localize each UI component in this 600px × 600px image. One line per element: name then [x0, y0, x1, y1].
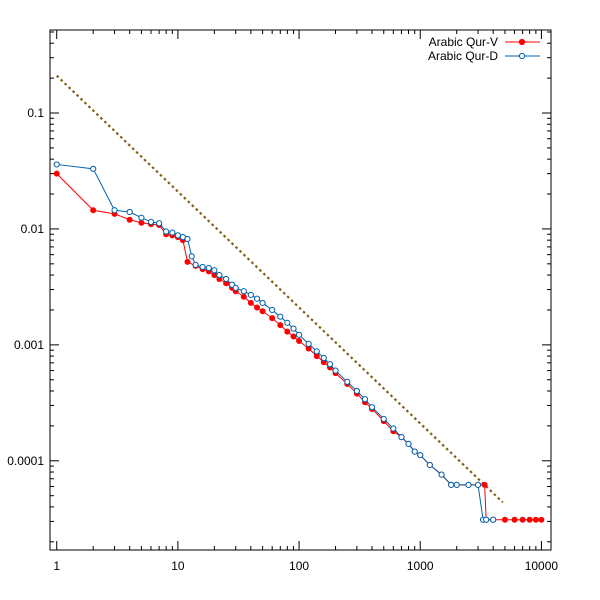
data-point: [205, 264, 212, 272]
data-point: [138, 214, 145, 221]
data-point: [277, 322, 284, 329]
series-qur-d: [53, 161, 497, 523]
data-point: [313, 348, 320, 355]
data-point: [259, 299, 266, 307]
data-point: [526, 516, 533, 523]
plot-frame: [49, 29, 552, 551]
data-point: [426, 461, 433, 469]
data-point: [174, 232, 181, 239]
y-tick-label: 0.001: [14, 338, 44, 352]
data-point: [511, 516, 518, 523]
data-point: [192, 261, 199, 268]
data-point: [490, 516, 497, 523]
data-point: [390, 425, 397, 432]
data-point: [216, 271, 223, 279]
data-point: [353, 387, 360, 395]
data-point: [163, 228, 170, 235]
data-point: [147, 218, 155, 225]
series-qur-v: [53, 170, 545, 523]
series-layer: [53, 161, 545, 523]
data-point: [240, 293, 247, 300]
data-point: [199, 263, 206, 271]
data-point: [53, 170, 60, 177]
data-point: [277, 313, 284, 320]
data-point: [247, 299, 254, 306]
data-point: [411, 448, 418, 455]
tick-layer: 1 10 100 1000 10000 0.1 0.01 0.001 0.0001: [7, 30, 558, 573]
data-point: [111, 207, 118, 214]
data-point: [438, 471, 445, 478]
data-point: [398, 434, 405, 441]
data-point: [253, 295, 261, 302]
reference-power-law-line: [55, 74, 504, 504]
data-point: [332, 367, 339, 374]
data-point: [184, 235, 191, 243]
data-point: [156, 220, 163, 227]
data-point: [138, 219, 145, 226]
data-point: [368, 404, 376, 411]
data-point: [305, 340, 312, 347]
data-point: [326, 361, 334, 368]
data-point: [417, 451, 424, 459]
data-point: [284, 328, 291, 335]
x-tick-label: 10: [171, 559, 185, 573]
x-tick-label: 100: [289, 559, 309, 573]
legend-swatch-marker-1: [518, 52, 526, 60]
series-line: [56, 173, 542, 521]
y-tick-label: 0.1: [27, 106, 44, 120]
data-point: [290, 325, 297, 332]
x-tick-label: 1: [53, 559, 60, 573]
data-point: [448, 481, 455, 488]
data-point: [259, 308, 266, 315]
data-point: [532, 516, 539, 523]
data-point: [232, 284, 239, 291]
data-point: [405, 440, 412, 447]
data-point: [501, 516, 508, 523]
data-point: [211, 267, 218, 274]
data-point: [344, 378, 351, 385]
data-point: [126, 208, 133, 216]
data-point: [290, 333, 297, 340]
data-point: [254, 304, 261, 311]
data-point: [519, 516, 526, 523]
data-point: [361, 396, 369, 403]
data-point: [380, 415, 387, 422]
data-point: [320, 354, 327, 362]
data-point: [90, 207, 97, 214]
data-point: [126, 216, 133, 223]
x-tick-label: 1000: [407, 559, 434, 573]
x-tick-label: 10000: [525, 559, 559, 573]
data-point: [188, 253, 195, 260]
data-point: [284, 319, 291, 326]
y-tick-label: 0.01: [21, 222, 45, 236]
data-point: [453, 481, 460, 488]
data-point: [247, 291, 254, 298]
data-point: [295, 331, 303, 338]
data-point: [90, 165, 97, 172]
data-point: [269, 306, 276, 314]
reference-line-layer: [55, 74, 504, 504]
y-tick-label: 0.0001: [7, 454, 44, 468]
data-point: [169, 229, 176, 236]
data-point: [269, 315, 276, 322]
data-point: [483, 516, 490, 523]
data-point: [296, 337, 303, 344]
data-point: [184, 258, 191, 265]
data-point: [474, 481, 482, 488]
data-point: [538, 516, 545, 523]
data-point: [240, 288, 247, 295]
data-point: [481, 481, 488, 488]
legend-label-1: Arabic Qur-D: [428, 49, 498, 63]
data-point: [465, 481, 472, 488]
legend-swatch-marker-0: [518, 38, 526, 46]
data-point: [223, 275, 230, 283]
legend-label-0: Arabic Qur-V: [429, 35, 498, 49]
data-point: [53, 161, 60, 168]
